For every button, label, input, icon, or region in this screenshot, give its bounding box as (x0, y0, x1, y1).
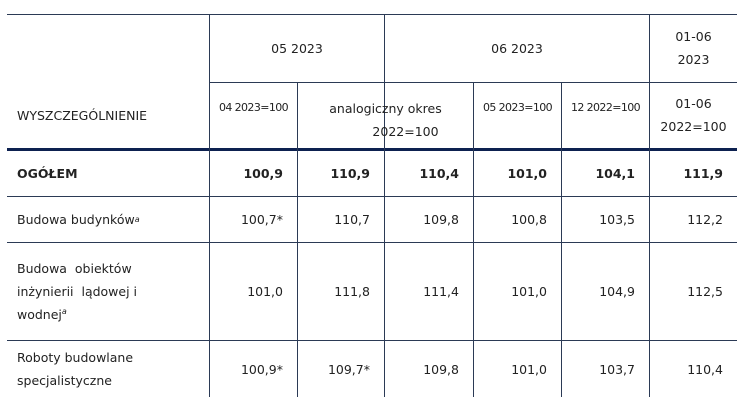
subheader-01-06-2022: 01-06 2022=100 (650, 82, 737, 148)
header-line: 01-06 (675, 29, 712, 44)
value-cell: 101,0 (507, 166, 547, 181)
row-label-line: specjalistyczne (17, 373, 112, 388)
column-divider (384, 14, 385, 397)
subheader-analogiczny-okres: analogiczny okres 2022=100 (298, 82, 473, 148)
row-label-header: WYSZCZEGÓLNIENIE (17, 107, 148, 123)
header-line: analogiczny okres (329, 101, 442, 116)
value-cell: 111,9 (683, 166, 723, 181)
row-label-roboty-budowlane: Roboty budowlane specjalistyczne (7, 341, 209, 397)
header-line: 01-06 (675, 96, 712, 111)
group-header-06-2023: 06 2023 (491, 40, 543, 56)
value-cell: 103,5 (599, 212, 635, 227)
column-divider (297, 82, 298, 397)
column-divider (209, 14, 210, 397)
value-cell: 100,9 (243, 166, 283, 181)
value-cell: 110,7 (334, 212, 370, 227)
row-divider (7, 242, 737, 243)
value-cell: 104,9 (599, 284, 635, 299)
table-top-border (7, 14, 737, 15)
value-cell: 109,8 (423, 361, 459, 377)
value-cell: 110,4 (687, 361, 723, 377)
row-label-budowa-obiektow: Budowa obiektów inżynierii lądowej i wod… (7, 243, 209, 340)
subheader-12-2022: 12 2022=100 (570, 101, 641, 114)
column-divider (473, 82, 474, 397)
row-label-line: Roboty budowlane (17, 350, 134, 365)
value-cell: 100,9* (240, 361, 283, 377)
value-cell: 110,9 (330, 166, 370, 181)
row-label-budowa-budynkow: Budowa budynków a (7, 197, 209, 242)
row-divider (7, 196, 737, 197)
value-cell: 101,0 (511, 361, 547, 377)
row-divider (7, 340, 737, 341)
header-line: 2022=100 (660, 119, 727, 134)
group-header-05-2023: 05 2023 (271, 40, 323, 56)
column-divider (649, 14, 650, 397)
value-cell: 103,7 (599, 361, 635, 377)
row-label-line: Budowa obiektów (17, 261, 132, 276)
row-label-ogolem: OGÓŁEM (17, 166, 78, 181)
value-cell: 112,5 (687, 284, 723, 299)
row-label-text: Budowa budynków (17, 212, 135, 227)
value-cell: 101,0 (511, 284, 547, 299)
row-label-line: wodnej (17, 307, 62, 322)
header-line: 2022=100 (372, 124, 439, 139)
row-label-line: inżynierii lądowej i (17, 284, 138, 299)
value-cell: 110,4 (419, 166, 459, 181)
value-cell: 100,8 (511, 212, 547, 227)
value-cell: 111,8 (334, 284, 370, 299)
header-bottom-border (7, 148, 737, 151)
subheader-04-2023: 04 2023=100 (218, 101, 289, 114)
value-cell: 100,7* (240, 212, 283, 227)
value-cell: 104,1 (595, 166, 635, 181)
value-cell: 112,2 (687, 212, 723, 227)
value-cell: 109,7* (327, 361, 370, 377)
group-header-01-06-2023: 01-06 2023 (650, 14, 737, 82)
subheader-05-2023: 05 2023=100 (482, 101, 553, 114)
value-cell: 111,4 (423, 284, 459, 299)
value-cell: 101,0 (247, 284, 283, 299)
footnote-marker: a (61, 306, 67, 316)
header-line: 2023 (677, 52, 710, 67)
value-cell: 109,8 (423, 212, 459, 227)
column-divider (561, 82, 562, 397)
